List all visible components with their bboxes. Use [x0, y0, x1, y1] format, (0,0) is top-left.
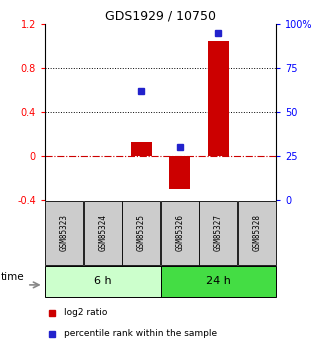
Text: GSM85325: GSM85325: [137, 214, 146, 252]
Text: GSM85323: GSM85323: [60, 214, 69, 252]
Text: time: time: [1, 273, 24, 283]
FancyBboxPatch shape: [161, 201, 199, 265]
Bar: [208, 41, 229, 156]
Text: GSM85327: GSM85327: [214, 214, 223, 252]
FancyBboxPatch shape: [45, 266, 160, 297]
Bar: [131, 142, 152, 156]
Text: GSM85326: GSM85326: [175, 214, 184, 252]
FancyBboxPatch shape: [84, 201, 122, 265]
FancyBboxPatch shape: [45, 201, 83, 265]
Text: GSM85324: GSM85324: [98, 214, 107, 252]
FancyBboxPatch shape: [238, 201, 276, 265]
Text: percentile rank within the sample: percentile rank within the sample: [64, 329, 217, 338]
Title: GDS1929 / 10750: GDS1929 / 10750: [105, 10, 216, 23]
Text: 6 h: 6 h: [94, 276, 111, 286]
Bar: [169, 156, 190, 189]
FancyBboxPatch shape: [199, 201, 237, 265]
FancyBboxPatch shape: [160, 266, 276, 297]
FancyBboxPatch shape: [122, 201, 160, 265]
Text: 24 h: 24 h: [206, 276, 231, 286]
Text: GSM85328: GSM85328: [252, 214, 261, 252]
Text: log2 ratio: log2 ratio: [64, 308, 108, 317]
